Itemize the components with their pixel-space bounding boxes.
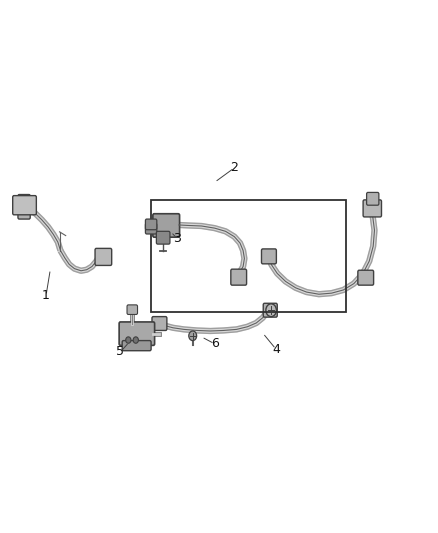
Text: 2: 2: [230, 161, 238, 174]
FancyBboxPatch shape: [231, 269, 247, 285]
FancyBboxPatch shape: [363, 200, 381, 217]
Circle shape: [133, 337, 138, 343]
FancyBboxPatch shape: [119, 322, 155, 345]
Text: 1: 1: [42, 289, 50, 302]
FancyBboxPatch shape: [156, 231, 170, 244]
FancyBboxPatch shape: [127, 305, 138, 314]
FancyBboxPatch shape: [13, 196, 36, 215]
FancyBboxPatch shape: [358, 270, 374, 285]
FancyBboxPatch shape: [367, 192, 379, 205]
FancyBboxPatch shape: [152, 317, 167, 330]
FancyBboxPatch shape: [145, 223, 157, 234]
Circle shape: [126, 337, 131, 343]
FancyBboxPatch shape: [261, 249, 276, 264]
FancyBboxPatch shape: [95, 248, 112, 265]
FancyBboxPatch shape: [145, 219, 157, 230]
Text: 6: 6: [211, 337, 219, 350]
Circle shape: [266, 304, 276, 317]
FancyBboxPatch shape: [153, 214, 180, 237]
Bar: [151, 200, 346, 312]
FancyBboxPatch shape: [122, 341, 151, 351]
FancyBboxPatch shape: [263, 303, 277, 317]
Text: 3: 3: [173, 232, 181, 245]
Circle shape: [189, 331, 197, 341]
Text: 5: 5: [117, 345, 124, 358]
FancyBboxPatch shape: [18, 195, 30, 219]
Text: 4: 4: [272, 343, 280, 356]
